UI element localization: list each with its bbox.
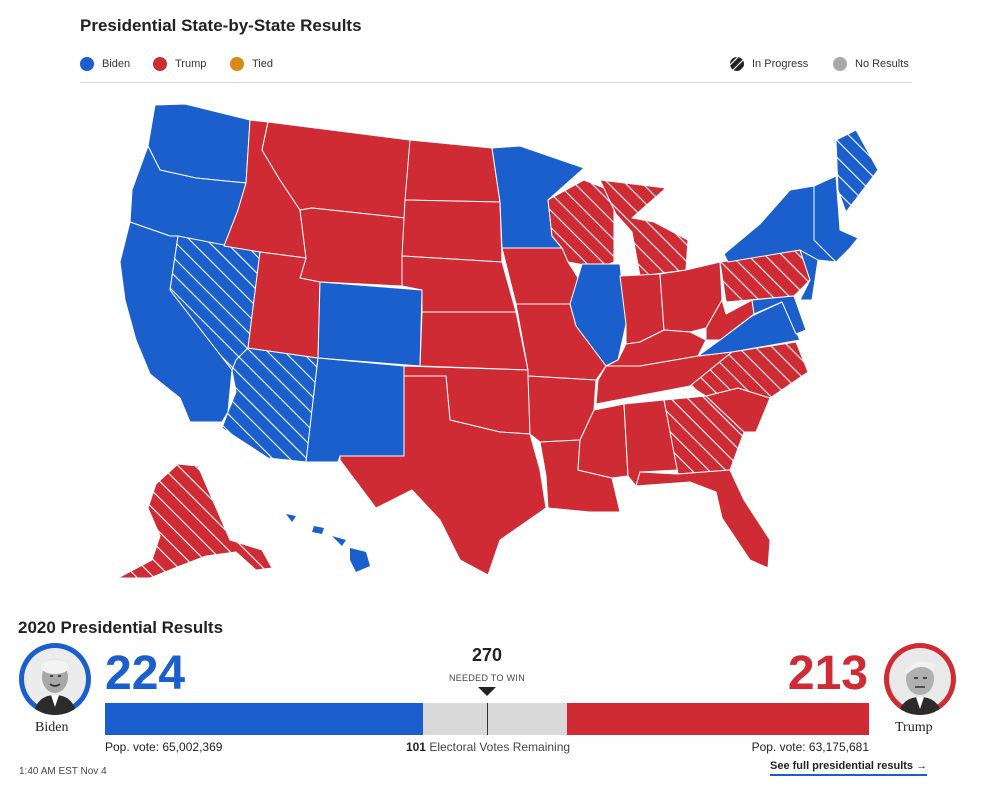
state-nm[interactable]	[305, 357, 405, 463]
trump-name: Trump	[895, 720, 933, 735]
biden-electoral-votes: 224	[105, 647, 186, 700]
needed-to-win-label: NEEDED TO WIN	[448, 673, 526, 683]
legend-swatch-in-progress	[730, 57, 744, 71]
us-map-svg	[117, 103, 879, 579]
biden-popular-vote: Pop. vote: 65,002,369	[105, 740, 223, 754]
state-md-de[interactable]	[751, 295, 807, 335]
link-label: See full presidential results	[770, 760, 914, 772]
biden-portrait-icon	[24, 648, 86, 715]
legend-swatch-no-results	[833, 57, 847, 71]
electoral-votes-remaining: 101 Electoral Votes Remaining	[388, 740, 588, 754]
legend-item-biden[interactable]: Biden	[80, 57, 130, 71]
remaining-count: 101	[405, 740, 426, 754]
legend-swatch-trump	[153, 57, 167, 71]
us-map	[0, 90, 1008, 600]
state-nd[interactable]	[404, 139, 501, 203]
state-mi[interactable]	[599, 179, 689, 277]
bar-segment-trump	[567, 703, 869, 735]
needed-to-win-marker-icon	[478, 687, 496, 696]
trump-portrait-icon	[889, 648, 951, 715]
legend-label: No Results	[855, 58, 909, 70]
legend-label: In Progress	[752, 58, 809, 70]
needed-to-win-number: 270	[471, 645, 503, 665]
state-tx[interactable]	[339, 375, 547, 576]
state-wy[interactable]	[299, 207, 406, 287]
results-title: 2020 Presidential Results	[18, 618, 224, 637]
legend-swatch-tied	[230, 57, 244, 71]
state-sd[interactable]	[401, 199, 503, 263]
state-me[interactable]	[835, 129, 879, 213]
state-mo[interactable]	[515, 303, 607, 381]
legend-label: Trump	[175, 58, 207, 70]
trump-electoral-votes: 213	[787, 647, 868, 700]
state-ga[interactable]	[663, 395, 745, 475]
timestamp: 1:40 AM EST Nov 4	[19, 766, 107, 777]
arrow-right-icon: →	[916, 760, 928, 772]
legend-item-no-results[interactable]: No Results	[833, 57, 909, 71]
legend-swatch-biden	[80, 57, 94, 71]
legend-item-in-progress[interactable]: In Progress	[730, 57, 808, 71]
map-title: Presidential State-by-State Results	[80, 16, 362, 35]
biden-avatar	[19, 643, 91, 715]
electoral-vote-bar	[105, 703, 869, 735]
legend: Biden Trump Tied In Progress No Results	[80, 57, 912, 83]
state-ak[interactable]	[117, 463, 273, 579]
legend-item-tied[interactable]: Tied	[230, 57, 273, 71]
state-new-england[interactable]	[813, 175, 859, 263]
remaining-label: Electoral Votes Remaining	[429, 740, 571, 754]
legend-label: Tied	[252, 58, 273, 70]
trump-avatar	[884, 643, 956, 715]
trump-popular-vote: Pop. vote: 63,175,681	[751, 740, 869, 754]
bar-midpoint-line	[487, 703, 488, 735]
legend-label: Biden	[102, 58, 131, 70]
state-az[interactable]	[221, 347, 319, 463]
legend-item-trump[interactable]: Trump	[153, 57, 206, 71]
state-co[interactable]	[317, 281, 423, 367]
see-full-results-link[interactable]: See full presidential results →	[770, 760, 928, 776]
state-ks[interactable]	[419, 311, 529, 371]
bar-segment-biden	[105, 703, 423, 735]
biden-name: Biden	[35, 720, 69, 735]
state-hi[interactable]	[286, 514, 370, 572]
state-fl[interactable]	[635, 469, 771, 569]
